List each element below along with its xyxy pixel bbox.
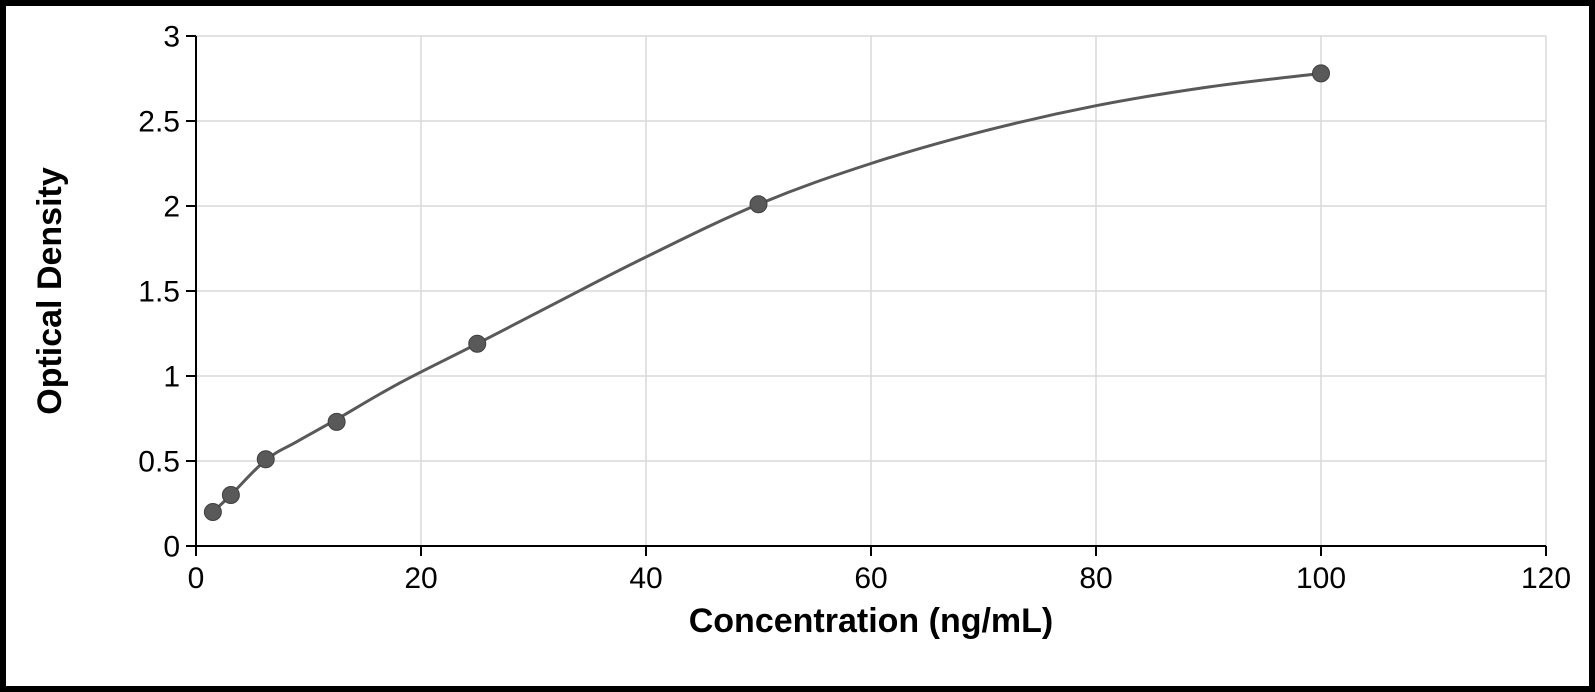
y-tick-label: 3 bbox=[163, 21, 180, 54]
data-point bbox=[328, 413, 345, 430]
y-tick-label: 1.5 bbox=[138, 276, 180, 309]
x-tick-label: 80 bbox=[1079, 562, 1112, 595]
y-tick-label: 2.5 bbox=[138, 106, 180, 139]
y-tick-label: 0 bbox=[163, 531, 180, 564]
x-tick-label: 20 bbox=[404, 562, 437, 595]
x-tick-label: 40 bbox=[629, 562, 662, 595]
data-point bbox=[222, 487, 239, 504]
chart-svg: 0 20 40 60 80 100 120 0 0.5 1 1.5 2 2.5 3 Concentratio… bbox=[6, 6, 1589, 686]
y-tick-label: 1 bbox=[163, 361, 180, 394]
y-axis-label: Optical Density bbox=[31, 167, 69, 415]
data-point bbox=[750, 196, 767, 213]
x-tick-label: 60 bbox=[854, 562, 887, 595]
chart-frame: 0 20 40 60 80 100 120 0 0.5 1 1.5 2 2.5 3 Concentratio… bbox=[0, 0, 1595, 692]
x-tick-label: 0 bbox=[188, 562, 205, 595]
data-point bbox=[1313, 65, 1330, 82]
x-tick-label: 120 bbox=[1521, 562, 1571, 595]
data-point bbox=[469, 335, 486, 352]
data-point bbox=[204, 504, 221, 521]
y-tick-label: 0.5 bbox=[138, 446, 180, 479]
data-point bbox=[257, 451, 274, 468]
y-tick-label: 2 bbox=[163, 191, 180, 224]
x-tick-label: 100 bbox=[1296, 562, 1346, 595]
x-axis-label: Concentration (ng/mL) bbox=[689, 602, 1054, 640]
